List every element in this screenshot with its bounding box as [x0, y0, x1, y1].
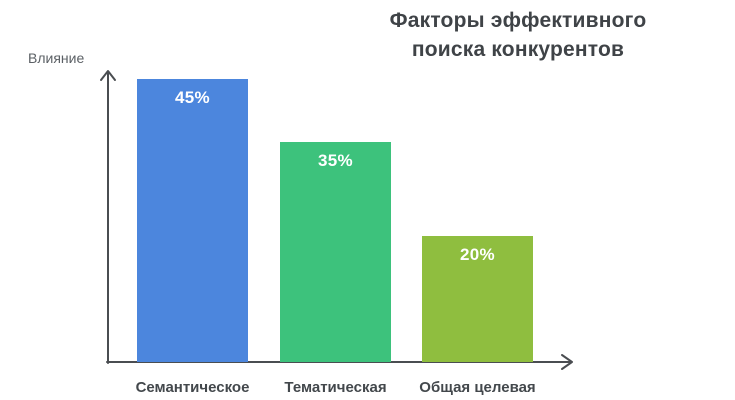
- y-axis-arrow-icon: [100, 70, 116, 81]
- bar-value-label: 35%: [318, 151, 353, 170]
- chart-title: Факторы эффективного поиска конкурентов: [358, 6, 678, 64]
- x-axis-label: Тематическая: [284, 379, 387, 396]
- x-axis-label: Общая целевая: [419, 379, 536, 396]
- chart-title-line1: Факторы эффективного: [389, 9, 647, 32]
- bar-value-label: 45%: [175, 88, 210, 107]
- bar-value-label: 20%: [460, 245, 495, 264]
- bar-1: 45%: [137, 79, 248, 362]
- bar-2: 35%: [280, 142, 391, 362]
- bar-3: 20%: [422, 236, 533, 362]
- chart-title-line2: поиска конкурентов: [411, 38, 625, 61]
- x-axis-label: Семантическое: [135, 379, 250, 396]
- x-axis-arrow-icon: [561, 354, 573, 370]
- y-axis-label: Влияние: [28, 50, 85, 66]
